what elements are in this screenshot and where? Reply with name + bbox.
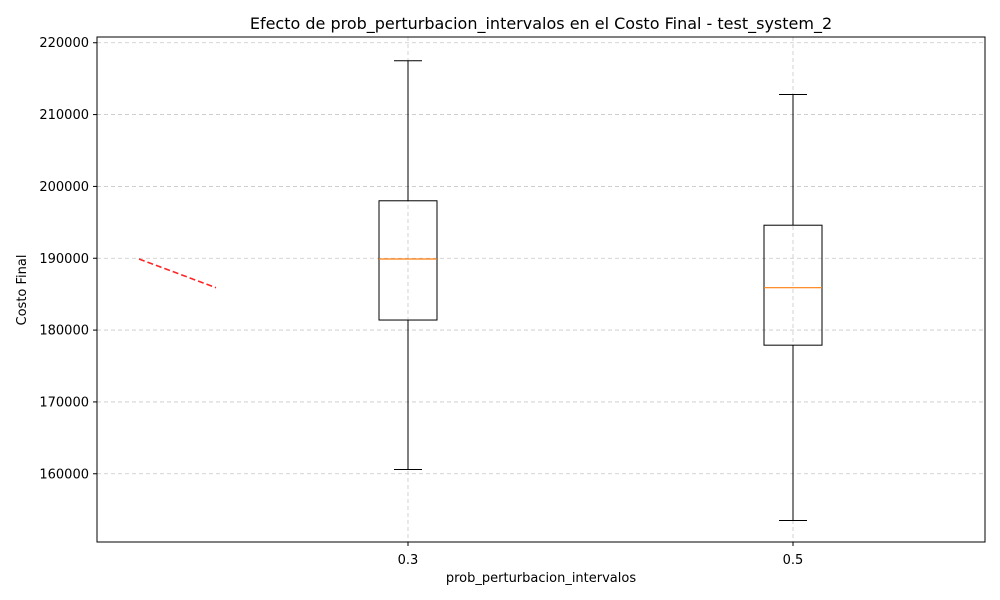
x-axis-label: prob_perturbacion_intervalos	[446, 571, 636, 586]
box-0.5	[763, 93, 823, 521]
y-tick-label: 200000	[39, 180, 89, 195]
y-tick-label: 160000	[39, 467, 89, 482]
iqr-box	[763, 224, 823, 346]
grid-layer	[97, 37, 985, 542]
box-layer	[378, 60, 823, 521]
y-tick-label: 210000	[39, 108, 89, 123]
x-tick-layer: 0.3 0.5	[398, 542, 804, 568]
box-0.3	[378, 60, 438, 470]
y-tick-label: 190000	[39, 252, 89, 267]
y-tick-label: 180000	[39, 324, 89, 339]
y-axis-label: Costo Final	[15, 255, 30, 326]
chart-title: Efecto de prob_perturbacion_intervalos e…	[250, 14, 832, 34]
trend-line	[138, 258, 217, 289]
y-tick-label: 170000	[39, 395, 89, 410]
y-tick-label: 220000	[39, 36, 89, 51]
iqr-box	[378, 200, 438, 321]
x-tick-label: 0.3	[398, 553, 419, 568]
trend-layer	[138, 258, 217, 289]
plot-frame	[96, 36, 986, 543]
y-tick-layer: 160000 170000 180000 190000 200000 210000 2200…	[39, 36, 97, 482]
x-tick-label: 0.5	[783, 553, 804, 568]
